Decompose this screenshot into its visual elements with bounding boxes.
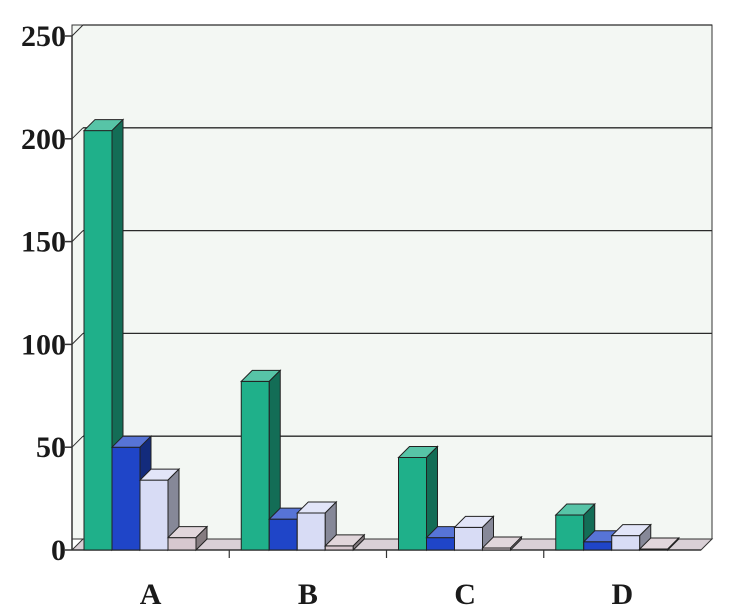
bar-front <box>296 512 326 551</box>
y-axis-ticks: 0 50 100 150 200 250 <box>21 20 72 567</box>
bar-d-series-3 <box>610 523 652 552</box>
bar-side <box>667 536 680 552</box>
bar-front <box>240 380 270 551</box>
x-axis-labels: A B C D <box>140 578 633 610</box>
bar-c-series-1 <box>397 445 439 552</box>
bars <box>82 118 680 552</box>
bar-d-series-1 <box>554 502 596 552</box>
bar-front <box>611 535 641 551</box>
bar-b-series-4 <box>324 533 366 552</box>
plot-area <box>71 24 713 540</box>
bar-front <box>324 545 354 551</box>
x-category-label: A <box>140 578 162 610</box>
bar-side <box>195 525 208 552</box>
bar-front <box>555 514 585 551</box>
bar-side <box>352 533 365 552</box>
plot-background <box>71 24 713 540</box>
bar-c-series-4 <box>481 535 523 552</box>
bar-front <box>111 446 141 551</box>
y-tick-label: 250 <box>21 20 66 53</box>
x-category-label: C <box>454 578 476 610</box>
bar-d-series-4 <box>638 536 680 552</box>
x-category-label: B <box>298 578 318 610</box>
gridline-side <box>71 435 84 448</box>
bar-front <box>83 130 113 551</box>
y-tick-label: 200 <box>21 123 66 156</box>
gridline-side <box>71 230 84 242</box>
gridline-side <box>71 24 84 37</box>
bar-front <box>139 479 169 551</box>
bar-front <box>583 541 613 551</box>
bar-front <box>426 537 455 551</box>
y-tick-label: 100 <box>21 328 66 361</box>
gridline-side <box>71 333 84 345</box>
bar-front <box>454 526 483 551</box>
bar-c-series-3 <box>453 515 495 552</box>
x-category-label: D <box>612 578 634 610</box>
bar-b-series-1 <box>240 369 282 552</box>
bar-a-series-4 <box>166 525 209 552</box>
y-tick-label: 50 <box>36 431 66 464</box>
gridlines <box>71 24 712 448</box>
bar-front <box>268 518 298 551</box>
gridline-side <box>71 127 84 140</box>
bar-a-series-2 <box>110 434 153 552</box>
bar-side <box>510 535 522 552</box>
y-tick-label: 0 <box>51 534 66 567</box>
bar-front <box>167 537 197 551</box>
bar-front <box>398 456 427 551</box>
y-tick-label: 150 <box>21 226 66 259</box>
bar-a-series-3 <box>138 467 181 552</box>
